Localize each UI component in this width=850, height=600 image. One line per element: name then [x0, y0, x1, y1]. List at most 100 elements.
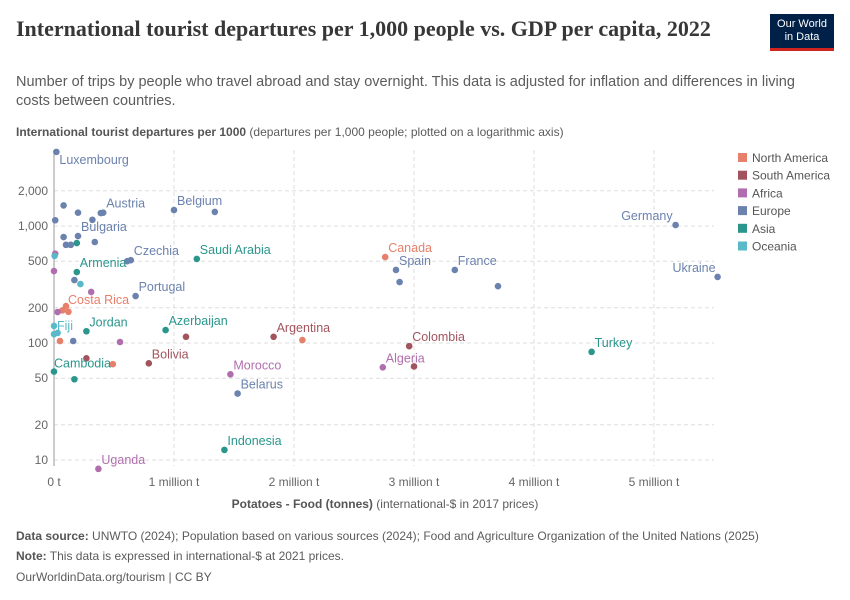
legend-swatch — [738, 153, 747, 162]
data-point — [99, 209, 107, 216]
data-point — [74, 209, 82, 216]
y-tick-label: 100 — [28, 336, 48, 350]
legend-swatch — [738, 188, 747, 198]
data-point — [83, 354, 90, 362]
data-point — [60, 202, 67, 209]
data-point — [62, 241, 70, 249]
point-label: Uganda — [101, 453, 145, 467]
point-label: France — [458, 254, 497, 268]
y-axis-label: International tourist departures per 100… — [16, 125, 564, 139]
owid-logo[interactable]: Our World in Data — [770, 14, 834, 51]
legend-swatch — [738, 170, 747, 180]
note-label: Note: — [16, 549, 47, 563]
data-point — [50, 267, 58, 275]
x-tick-label: 2 million t — [269, 475, 320, 489]
data-point — [67, 241, 75, 249]
point-label: Ukraine — [673, 261, 716, 275]
legend-label: Asia — [752, 222, 776, 236]
y-tick-label: 2,000 — [18, 184, 48, 198]
legend-label: Europe — [752, 204, 791, 218]
data-point — [51, 216, 59, 224]
y-tick-label: 500 — [28, 254, 48, 268]
source-text: UNWTO (2024); Population based on variou… — [92, 529, 759, 543]
data-point — [87, 288, 95, 296]
legend-label: North America — [752, 151, 828, 165]
point-label: Azerbaijan — [169, 314, 228, 328]
point-label: Fiji — [57, 319, 73, 333]
data-point — [60, 233, 67, 241]
y-axis-label-rest: (departures per 1,000 people; plotted on… — [249, 125, 564, 139]
data-point — [116, 338, 124, 346]
data-point — [672, 221, 679, 229]
data-point — [50, 368, 58, 375]
data-point — [132, 292, 139, 300]
note-text: This data is expressed in international-… — [49, 549, 344, 563]
point-label: Bulgaria — [81, 220, 127, 234]
data-point — [392, 266, 400, 274]
data-point — [65, 308, 72, 316]
point-label: Austria — [106, 197, 145, 211]
y-tick-label: 20 — [35, 418, 49, 432]
point-label: Portugal — [139, 280, 186, 294]
data-point — [381, 253, 389, 261]
point-label: Saudi Arabia — [200, 243, 271, 257]
data-point — [56, 337, 64, 345]
data-point — [170, 206, 178, 214]
point-label: Costa Rica — [68, 293, 129, 307]
legend-swatch — [738, 223, 747, 233]
data-point — [69, 337, 77, 345]
data-point — [714, 273, 721, 281]
footer-note: Note: This data is expressed in internat… — [16, 549, 344, 563]
data-point — [73, 239, 81, 247]
data-point — [221, 446, 228, 454]
x-tick-label: 4 million t — [509, 475, 560, 489]
data-point — [51, 252, 58, 260]
point-label: Czechia — [134, 244, 179, 258]
x-axis-label-rest: (international-$ in 2017 prices) — [376, 497, 539, 511]
data-point — [73, 268, 81, 276]
data-point — [405, 342, 413, 350]
data-point — [54, 329, 61, 337]
data-point — [234, 390, 241, 397]
data-point — [494, 282, 502, 290]
data-point — [50, 330, 58, 338]
point-label: Morocco — [233, 358, 281, 372]
data-point — [89, 216, 96, 224]
point-label: Germany — [621, 209, 673, 223]
point-label: Belarus — [241, 378, 283, 392]
y-tick-label: 200 — [28, 301, 48, 315]
x-tick-label: 1 million t — [149, 475, 200, 489]
data-point — [51, 250, 59, 257]
point-label: Armenia — [80, 256, 127, 270]
point-label: Bolivia — [152, 347, 189, 361]
source-label: Data source: — [16, 529, 89, 543]
x-axis-label: Potatoes - Food (tonnes) (international-… — [0, 497, 770, 511]
point-label: Indonesia — [227, 434, 281, 448]
data-point — [379, 363, 387, 371]
data-point — [83, 327, 90, 335]
point-label: Argentina — [277, 321, 331, 335]
data-point — [270, 333, 277, 341]
data-point — [74, 232, 82, 240]
data-point — [410, 363, 418, 370]
data-point — [451, 266, 459, 274]
data-point — [54, 308, 61, 316]
chart-subtitle: Number of trips by people who travel abr… — [16, 74, 795, 109]
footer-source: Data source: UNWTO (2024); Population ba… — [16, 529, 759, 543]
point-label: Belgium — [177, 194, 222, 208]
data-point — [162, 326, 169, 334]
data-point — [145, 360, 153, 367]
data-point — [62, 302, 70, 310]
data-point — [95, 465, 102, 473]
data-point — [59, 307, 66, 314]
data-point — [71, 375, 78, 383]
point-label: Spain — [399, 254, 431, 268]
point-label: Luxembourg — [59, 153, 129, 167]
x-axis-label-bold: Potatoes - Food (tonnes) — [231, 497, 373, 511]
point-label: Turkey — [595, 336, 633, 350]
legend-label: South America — [752, 169, 830, 183]
footer-credit[interactable]: OurWorldinData.org/tourism | CC BY — [16, 570, 212, 584]
y-tick-label: 50 — [35, 371, 49, 385]
data-point — [588, 348, 595, 356]
